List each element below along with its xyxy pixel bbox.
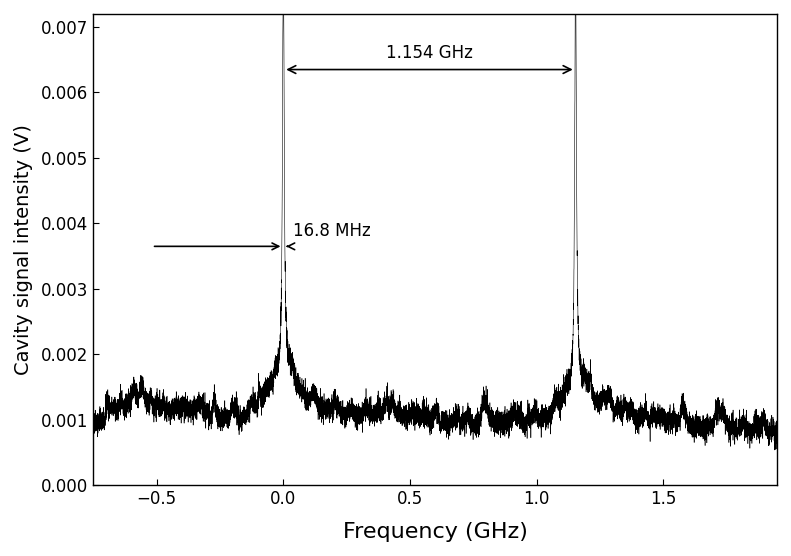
Y-axis label: Cavity signal intensity (V): Cavity signal intensity (V)	[14, 124, 33, 375]
X-axis label: Frequency (GHz): Frequency (GHz)	[343, 522, 528, 542]
Text: 16.8 MHz: 16.8 MHz	[293, 222, 371, 240]
Text: 1.154 GHz: 1.154 GHz	[386, 44, 473, 62]
